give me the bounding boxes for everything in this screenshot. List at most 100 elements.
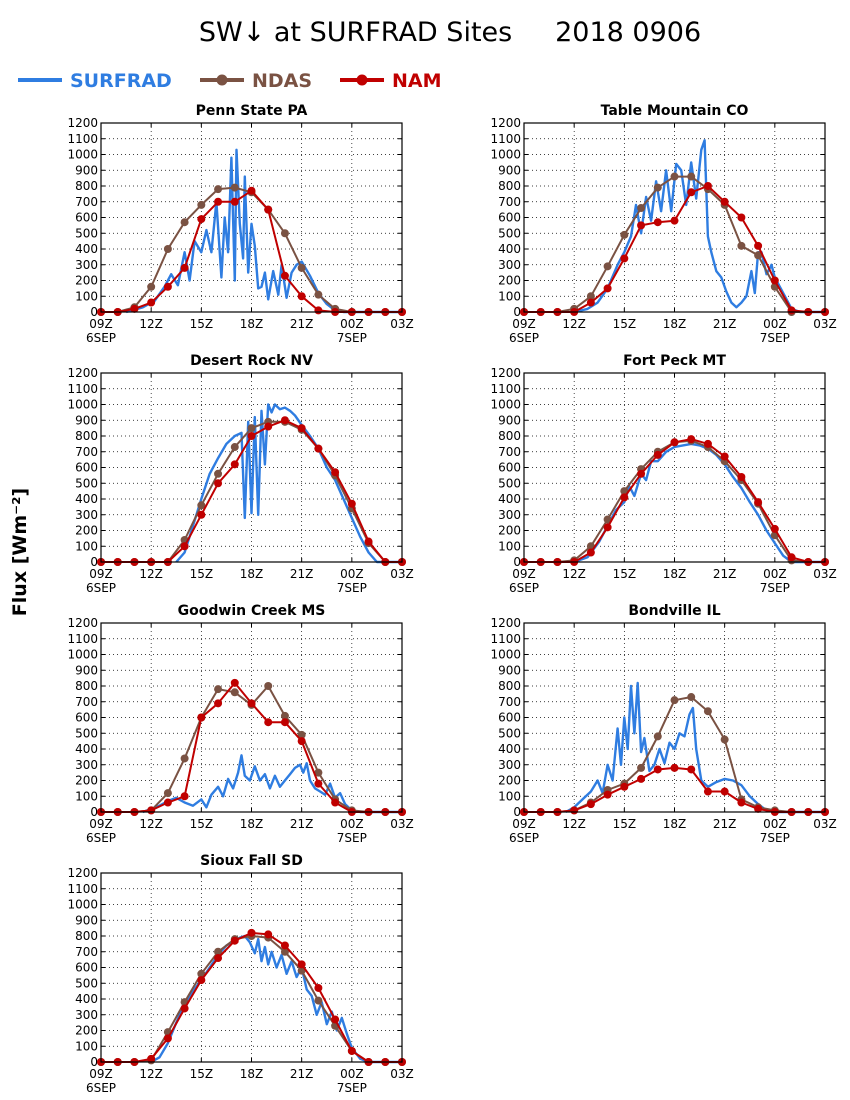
data-point-nam bbox=[331, 468, 340, 477]
data-point-nam bbox=[163, 282, 172, 291]
data-point-nam bbox=[737, 798, 746, 807]
data-point-nam bbox=[720, 197, 729, 206]
y-tick-label: 1200 bbox=[490, 366, 521, 380]
y-tick-label: 1100 bbox=[67, 632, 98, 646]
x-tick-label: 03Z bbox=[813, 317, 837, 331]
plot-frame bbox=[523, 622, 826, 813]
y-tick-label: 600 bbox=[498, 211, 521, 225]
data-point-ndas bbox=[280, 947, 289, 956]
y-tick-label: 700 bbox=[75, 445, 98, 459]
y-tick-label: 500 bbox=[75, 226, 98, 240]
y-tick-label: 400 bbox=[75, 242, 98, 256]
data-point-nam bbox=[214, 699, 223, 708]
x-tick-label: 18Z bbox=[663, 817, 687, 831]
x-tick-label: 03Z bbox=[813, 567, 837, 581]
panel-title: Fort Peck MT bbox=[623, 353, 726, 369]
y-tick-label: 600 bbox=[75, 711, 98, 725]
plot-frame bbox=[100, 122, 403, 313]
data-point-nam bbox=[197, 510, 206, 519]
x-tick-label: 03Z bbox=[390, 567, 414, 581]
x-tick-sublabel: 6SEP bbox=[86, 831, 116, 845]
plot-frame bbox=[523, 122, 826, 313]
series-line-surfrad bbox=[565, 681, 825, 814]
panel-title: Bondville IL bbox=[628, 603, 720, 619]
y-tick-label: 900 bbox=[498, 163, 521, 177]
y-tick-label: 300 bbox=[75, 1008, 98, 1022]
x-tick-label: 09Z bbox=[512, 317, 536, 331]
y-tick-label: 400 bbox=[498, 742, 521, 756]
x-tick-label: 12Z bbox=[139, 317, 163, 331]
data-point-ndas bbox=[687, 172, 696, 181]
y-tick-label: 600 bbox=[498, 461, 521, 475]
data-point-nam bbox=[586, 800, 595, 809]
data-point-nam bbox=[130, 304, 139, 313]
data-point-ndas bbox=[297, 730, 306, 739]
series-surfrad bbox=[125, 148, 402, 314]
x-tick-sublabel: 6SEP bbox=[86, 1081, 116, 1095]
data-point-nam bbox=[720, 787, 729, 796]
y-tick-label: 700 bbox=[75, 695, 98, 709]
y-tick-label: 700 bbox=[75, 195, 98, 209]
legend-label: NAM bbox=[392, 70, 442, 92]
data-point-ndas bbox=[280, 229, 289, 238]
data-point-ndas bbox=[687, 693, 696, 702]
x-tick-label: 21Z bbox=[290, 1067, 314, 1081]
data-point-ndas bbox=[163, 789, 172, 798]
data-point-nam bbox=[770, 524, 779, 533]
series-line-surfrad bbox=[150, 934, 402, 1064]
x-tick-sublabel: 6SEP bbox=[86, 331, 116, 345]
data-point-ndas bbox=[214, 185, 223, 194]
y-axis-label: Flux [Wm⁻²] bbox=[9, 488, 31, 616]
data-point-nam bbox=[603, 523, 612, 532]
y-tick-label: 700 bbox=[498, 445, 521, 459]
y-tick-label: 300 bbox=[75, 508, 98, 522]
x-tick-label: 12Z bbox=[562, 317, 586, 331]
data-point-nam bbox=[364, 537, 373, 546]
y-tick-label: 400 bbox=[498, 492, 521, 506]
y-tick-label: 0 bbox=[90, 1055, 98, 1069]
y-tick-label: 800 bbox=[75, 929, 98, 943]
y-tick-label: 900 bbox=[498, 413, 521, 427]
series-line-ndas bbox=[524, 696, 825, 813]
data-point-nam bbox=[163, 798, 172, 807]
x-tick-label: 09Z bbox=[89, 1067, 113, 1081]
x-tick-label: 09Z bbox=[512, 817, 536, 831]
data-point-ndas bbox=[637, 204, 646, 213]
x-tick-label: 21Z bbox=[713, 567, 737, 581]
legend-marker bbox=[216, 74, 228, 86]
y-tick-label: 300 bbox=[498, 258, 521, 272]
series-surfrad bbox=[573, 442, 825, 564]
series-line-surfrad bbox=[573, 442, 825, 564]
data-point-ndas bbox=[197, 200, 206, 209]
data-point-nam bbox=[197, 713, 206, 722]
data-point-nam bbox=[687, 435, 696, 444]
y-tick-label: 700 bbox=[498, 195, 521, 209]
data-point-nam bbox=[331, 1015, 340, 1024]
data-point-nam bbox=[687, 188, 696, 197]
x-tick-label: 00Z bbox=[763, 817, 787, 831]
y-tick-label: 500 bbox=[75, 476, 98, 490]
x-tick-sublabel: 6SEP bbox=[509, 581, 539, 595]
data-point-nam bbox=[180, 542, 189, 551]
y-tick-label: 200 bbox=[498, 274, 521, 288]
data-point-nam bbox=[703, 787, 712, 796]
data-point-nam bbox=[297, 737, 306, 746]
x-tick-label: 18Z bbox=[240, 1067, 264, 1081]
data-point-ndas bbox=[180, 218, 189, 227]
y-tick-label: 300 bbox=[498, 758, 521, 772]
data-point-nam bbox=[314, 779, 323, 788]
data-point-nam bbox=[247, 699, 256, 708]
data-point-nam bbox=[637, 469, 646, 478]
x-tick-label: 18Z bbox=[663, 317, 687, 331]
panel-desert-rock-nv: Desert Rock NV01002003004005006007008009… bbox=[67, 353, 413, 595]
y-tick-label: 800 bbox=[498, 429, 521, 443]
data-point-nam bbox=[620, 782, 629, 791]
y-tick-label: 200 bbox=[75, 274, 98, 288]
x-tick-label: 00Z bbox=[340, 1067, 364, 1081]
panel-title: Penn State PA bbox=[196, 103, 308, 119]
data-point-ndas bbox=[314, 290, 323, 299]
y-tick-label: 900 bbox=[498, 663, 521, 677]
data-point-ndas bbox=[247, 424, 256, 433]
data-point-nam bbox=[230, 197, 239, 206]
